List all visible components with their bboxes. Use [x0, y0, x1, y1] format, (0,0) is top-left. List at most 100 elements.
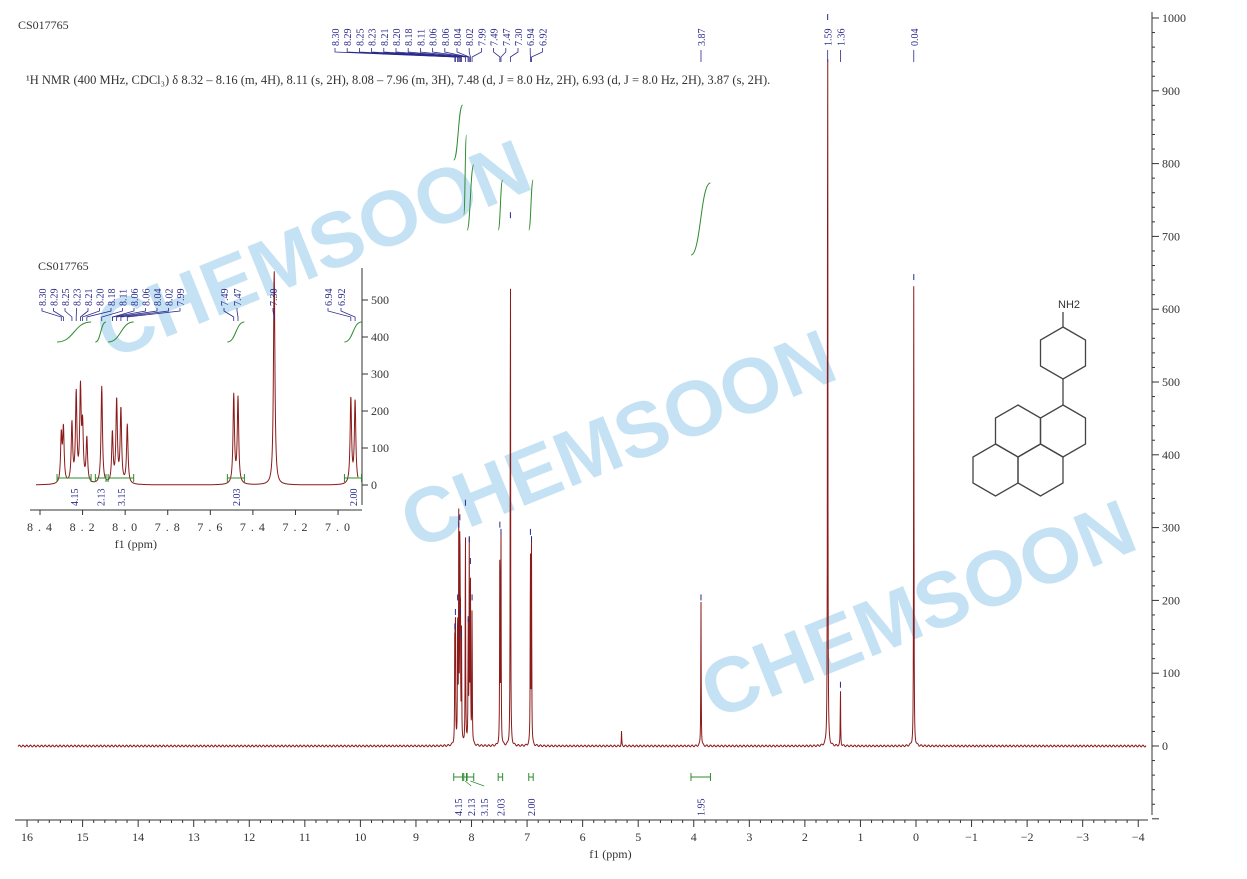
- peak-label: 7.49: [490, 29, 501, 47]
- inset-integral-bracket: [226, 474, 245, 482]
- inset-x-tick-label: 7 . 2: [282, 520, 308, 534]
- inset-y-tick-label: 0: [371, 478, 377, 492]
- inset-x-tick-label: 8 . 4: [27, 520, 53, 534]
- sample-id: CS017765: [18, 18, 69, 32]
- ring: [994, 404, 1042, 458]
- y-tick-label: 700: [1162, 229, 1180, 243]
- main-plot: 16 15 14 13 12 11 10 9 8 7 6 5 4 3 2 1 0 −1 −2 −3 −4f1 (ppm)…: [15, 11, 1186, 861]
- integral-curve: [528, 179, 534, 231]
- integral-curve: [453, 104, 464, 161]
- inset-peak-label: 8.29: [50, 289, 61, 307]
- molecule-structure: [972, 312, 1087, 497]
- inset-integral-value: 4.15: [70, 489, 81, 507]
- spectrum-trace: [17, 59, 1147, 748]
- peak-label-leader: [471, 48, 482, 62]
- inset-integral-curve: [344, 321, 362, 343]
- y-tick-label: 0: [1162, 739, 1168, 753]
- peak-label-leader: [510, 48, 519, 62]
- inset-peak-label-leader: [86, 308, 112, 321]
- peak-label: 7.30: [514, 29, 525, 47]
- inset-peak-label: 8.21: [84, 289, 95, 307]
- inset-peak-label: 7.49: [220, 289, 231, 307]
- integral-bracket: [463, 773, 468, 781]
- y-tick-label: 1000: [1162, 11, 1186, 25]
- ring: [1039, 326, 1087, 380]
- inset-peak-label-leader: [111, 308, 146, 321]
- ring: [972, 443, 1019, 497]
- peak-label-leader: [395, 48, 461, 62]
- peak-label: 0.04: [910, 29, 921, 47]
- peak-label-leader: [531, 48, 543, 62]
- y-tick-label: 500: [1162, 375, 1180, 389]
- watermark-text: CHEMSOON: [388, 312, 847, 566]
- inset-integral-bracket: [56, 474, 92, 482]
- x-tick-label: 13: [188, 830, 200, 844]
- x-tick-label: 6: [580, 830, 586, 844]
- inset-peak-label: 8.30: [38, 289, 49, 307]
- inset-integral-value: 2.13: [97, 489, 108, 507]
- integral-curve: [690, 182, 711, 256]
- inset-peak-label: 8.06: [130, 289, 141, 307]
- integral-bracket: [528, 773, 534, 781]
- integral-bracket: [690, 773, 711, 781]
- inset-integral-bracket: [107, 474, 135, 482]
- inset-peak-label-leader: [53, 308, 64, 321]
- inset-peak-label: 7.47: [233, 289, 244, 307]
- x-tick-label: 15: [77, 830, 89, 844]
- peak-label: 8.30: [331, 29, 342, 47]
- inset-x-tick-label: 7 . 0: [325, 520, 351, 534]
- peak-label: 7.47: [502, 29, 513, 47]
- peak-label: 8.20: [392, 29, 403, 47]
- inset-peak-label-leader: [82, 308, 100, 321]
- inset-peak-label-leader: [236, 308, 239, 321]
- peak-label: 8.06: [441, 29, 452, 47]
- x-tick-label: 4: [691, 830, 697, 844]
- integral-curve: [466, 164, 475, 231]
- y-tick-label: 400: [1162, 448, 1180, 462]
- inset-peak-label-leader: [223, 308, 235, 321]
- inset-y-tick-label: 300: [371, 367, 389, 381]
- inset-peak-label: 8.04: [153, 289, 164, 307]
- watermark-text: CHEMSOON: [688, 482, 1147, 736]
- inset-peak-label: 8.23: [73, 289, 84, 307]
- peak-label: 8.25: [355, 29, 366, 47]
- inset-peak-label: 8.25: [61, 289, 72, 307]
- peak-label: 8.21: [380, 29, 391, 47]
- peak-label-leader: [371, 48, 460, 62]
- peak-label: 8.29: [343, 29, 354, 47]
- inset-peak-label-leader: [327, 308, 352, 321]
- integral-value: 4.15: [454, 799, 465, 817]
- inset-peak-label-leader: [340, 308, 356, 321]
- x-tick-label: 14: [132, 830, 144, 844]
- inset-peak-label-leader: [272, 308, 275, 321]
- x-tick-label: 11: [299, 830, 311, 844]
- peak-label-leader: [468, 48, 471, 62]
- x-tick-label: −2: [1021, 830, 1034, 844]
- x-tick-label: 3: [746, 830, 752, 844]
- inset-y-tick-label: 400: [371, 330, 389, 344]
- integral-bracket: [466, 773, 475, 781]
- peak-label-leader: [456, 48, 470, 62]
- watermark-layer: CHEMSOON CHEMSOON CHEMSOON: [83, 122, 1147, 736]
- inset-x-tick-label: 7 . 8: [155, 520, 181, 534]
- peak-label: 6.94: [526, 29, 537, 47]
- peak-label: 6.92: [538, 29, 549, 47]
- integral-curve: [463, 134, 468, 216]
- integral-label-leader: [464, 780, 472, 787]
- inset-x-axis-label: f1 (ppm): [115, 537, 157, 551]
- inset-peak-label-leader: [126, 308, 181, 321]
- integral-value: 2.00: [527, 799, 538, 817]
- inset-integral-bracket: [94, 474, 107, 482]
- ring: [1017, 443, 1064, 497]
- inset-peak-label: 8.18: [107, 289, 118, 307]
- peak-label-leader: [444, 48, 469, 62]
- peak-label: 3.87: [697, 29, 708, 47]
- peak-label: 8.11: [416, 29, 427, 46]
- inset-peak-label: 7.99: [176, 289, 187, 307]
- inset-sample-id: CS017765: [38, 259, 89, 273]
- integral-curve: [497, 179, 504, 231]
- inset-y-tick-label: 100: [371, 441, 389, 455]
- integral-value: 3.15: [480, 799, 491, 817]
- inset-peak-label-leader: [101, 308, 123, 321]
